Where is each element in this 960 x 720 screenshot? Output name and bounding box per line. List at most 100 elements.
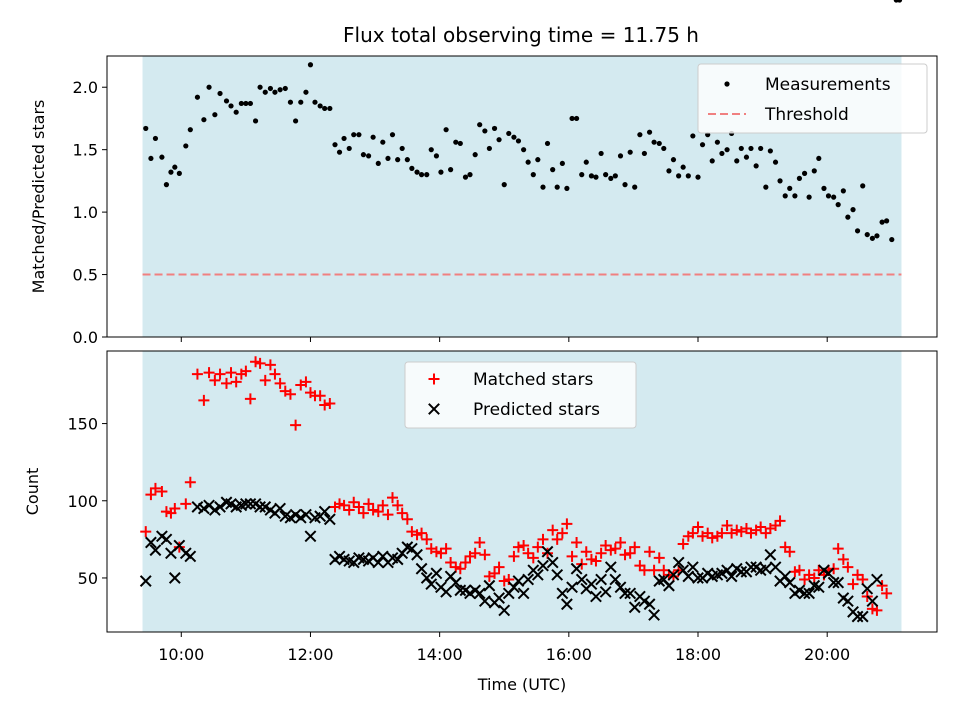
y-tick-label: 2.0	[73, 78, 98, 97]
matched-star-point	[542, 547, 554, 559]
predicted-star-point	[575, 573, 588, 586]
measurement-point	[501, 182, 507, 188]
measurement-point	[303, 89, 309, 95]
matched-star-point	[284, 388, 296, 400]
matched-star-point	[876, 580, 888, 592]
matched-star-point	[721, 519, 733, 531]
matched-star-point	[401, 513, 413, 525]
measurement-point	[159, 154, 165, 160]
predicted-star-point	[483, 579, 496, 592]
measurement-point	[148, 155, 154, 162]
measurement-point	[767, 148, 773, 154]
measurement-point	[821, 185, 827, 191]
measurement-point	[637, 132, 643, 138]
predicted-star-point	[624, 587, 637, 600]
matched-star-point	[145, 489, 157, 501]
measurement-point	[738, 145, 744, 152]
predicted-star-point	[430, 567, 443, 580]
measurement-point	[651, 139, 657, 145]
matched-star-point	[755, 521, 767, 533]
matched-star-point	[377, 499, 389, 511]
predicted-star-point	[478, 595, 491, 608]
measurement-point	[351, 132, 357, 138]
measurement-point	[424, 172, 430, 178]
x-axis-label: Time (UTC)	[477, 675, 566, 694]
matched-star-point	[396, 507, 408, 519]
matched-star-point	[644, 546, 656, 558]
matched-star-point	[479, 549, 491, 561]
matched-star-point	[784, 546, 796, 558]
measurement-point	[521, 147, 527, 153]
matched-star-point	[459, 557, 471, 569]
measurement-point	[869, 235, 876, 241]
predicted-star-point	[604, 561, 617, 574]
measurement-point	[879, 219, 885, 225]
measurement-point	[676, 173, 682, 179]
measurement-point	[282, 85, 288, 92]
predicted-star-point	[682, 570, 695, 583]
measurement-point	[535, 157, 541, 163]
measurement-point	[201, 117, 207, 123]
predicted-star-point	[614, 581, 627, 594]
predicted-star-point	[391, 553, 404, 566]
predicted-star-point	[609, 573, 622, 586]
measurement-point	[569, 115, 575, 122]
matched-star-point	[149, 482, 161, 494]
measurement-point	[298, 99, 304, 105]
predicted-star-point	[512, 575, 525, 587]
measurement-point	[152, 135, 159, 142]
predicted-star-point	[541, 545, 554, 558]
predicted-star-point	[449, 576, 462, 589]
predicted-star-point	[595, 573, 608, 586]
measurement-point	[223, 98, 230, 104]
measurement-point	[714, 139, 720, 145]
measurement-point	[409, 165, 415, 171]
predicted-star-point	[648, 609, 660, 621]
measurement-point	[850, 207, 856, 213]
measurement-point	[896, 0, 903, 3]
matched-star-point	[173, 541, 185, 553]
measurement-point	[346, 145, 352, 152]
matched-star-point	[692, 521, 704, 533]
matched-star-point	[140, 526, 152, 538]
measurement-point	[806, 194, 812, 200]
matched-stars-legend-plus	[428, 373, 440, 385]
measurement-point	[690, 133, 696, 139]
ratio-x-ticks	[180, 337, 828, 342]
measurement-point	[389, 132, 396, 138]
measurement-point	[187, 127, 193, 133]
predicted-star-point	[184, 550, 197, 563]
matched-star-point	[203, 367, 215, 379]
predicted-star-point	[599, 585, 612, 598]
matched-star-point	[225, 367, 237, 379]
matched-star-point	[571, 536, 583, 548]
measurement-point	[884, 218, 890, 224]
matched-star-point	[416, 527, 428, 539]
measurement-point	[257, 84, 263, 90]
predicted-star-point	[812, 581, 825, 594]
measurement-point	[811, 168, 817, 174]
matched-star-point	[353, 501, 365, 513]
measurement-point	[183, 143, 189, 149]
y-tick-label: 100	[67, 492, 98, 511]
predicted-star-point	[769, 561, 782, 574]
measurement-point	[404, 157, 410, 163]
measurements-legend-label: Measurements	[765, 75, 891, 95]
matched-star-point	[230, 376, 242, 388]
matched-star-point	[832, 543, 844, 555]
x-tick-label: 12:00	[287, 645, 333, 664]
measurement-point	[428, 147, 434, 153]
measurement-point	[719, 150, 725, 157]
predicted-star-point	[764, 548, 777, 561]
matched-star-point	[532, 541, 544, 553]
matched-star-point	[440, 543, 452, 555]
predicted-star-point	[585, 578, 598, 591]
matched-star-point	[512, 541, 524, 553]
matched-star-point	[169, 502, 181, 514]
measurement-point	[670, 157, 677, 163]
measurement-point	[864, 231, 870, 238]
predicted-star-point	[498, 604, 511, 617]
measurement-point	[332, 142, 338, 148]
measurement-point	[168, 169, 174, 175]
measurement-points	[143, 0, 903, 243]
